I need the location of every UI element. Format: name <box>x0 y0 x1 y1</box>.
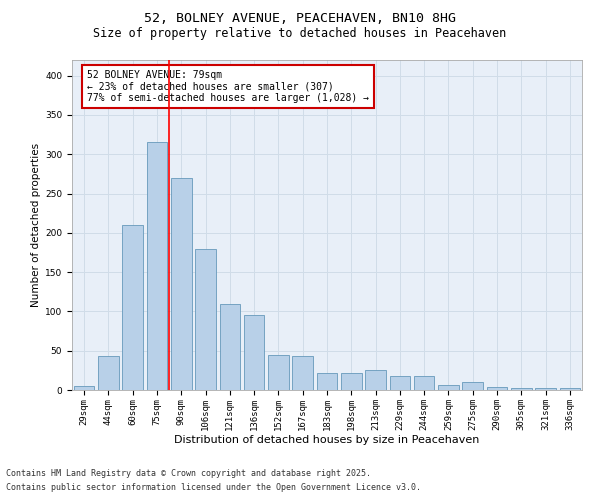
Bar <box>365 370 386 390</box>
Bar <box>511 388 532 390</box>
Bar <box>535 388 556 390</box>
Bar <box>463 382 483 390</box>
Bar <box>389 376 410 390</box>
Text: Size of property relative to detached houses in Peacehaven: Size of property relative to detached ho… <box>94 28 506 40</box>
Bar <box>98 356 119 390</box>
Bar <box>414 376 434 390</box>
Bar <box>171 178 191 390</box>
Bar <box>122 225 143 390</box>
Text: 52 BOLNEY AVENUE: 79sqm
← 23% of detached houses are smaller (307)
77% of semi-d: 52 BOLNEY AVENUE: 79sqm ← 23% of detache… <box>88 70 370 103</box>
Bar <box>220 304 240 390</box>
Bar <box>146 142 167 390</box>
Bar <box>487 387 508 390</box>
Bar <box>317 372 337 390</box>
Bar <box>438 384 459 390</box>
X-axis label: Distribution of detached houses by size in Peacehaven: Distribution of detached houses by size … <box>175 436 479 446</box>
Bar <box>244 316 265 390</box>
Bar <box>341 372 362 390</box>
Text: Contains public sector information licensed under the Open Government Licence v3: Contains public sector information licen… <box>6 484 421 492</box>
Text: 52, BOLNEY AVENUE, PEACEHAVEN, BN10 8HG: 52, BOLNEY AVENUE, PEACEHAVEN, BN10 8HG <box>144 12 456 26</box>
Bar <box>74 386 94 390</box>
Y-axis label: Number of detached properties: Number of detached properties <box>31 143 41 307</box>
Bar <box>560 388 580 390</box>
Bar <box>268 354 289 390</box>
Bar <box>292 356 313 390</box>
Text: Contains HM Land Registry data © Crown copyright and database right 2025.: Contains HM Land Registry data © Crown c… <box>6 468 371 477</box>
Bar <box>195 248 216 390</box>
